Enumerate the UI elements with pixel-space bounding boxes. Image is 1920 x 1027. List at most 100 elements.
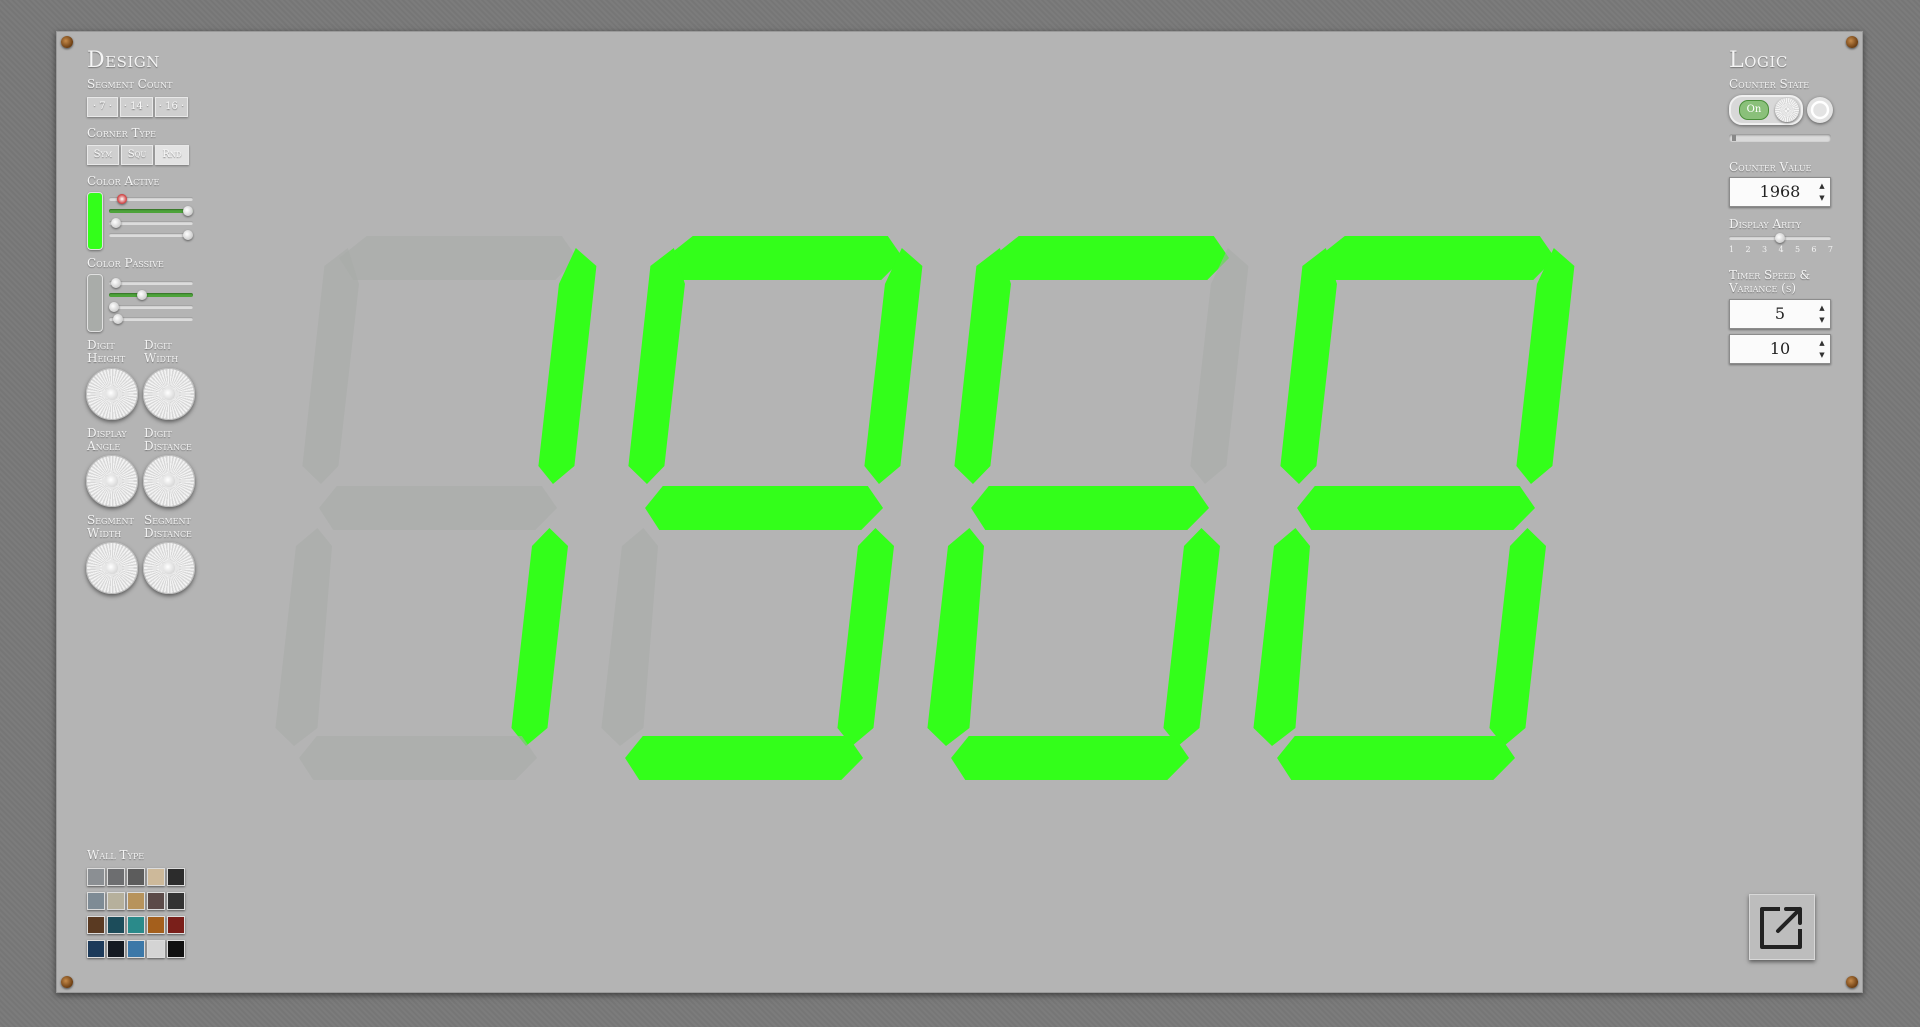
screw-bottom-right — [1846, 976, 1858, 988]
wall-swatch[interactable] — [107, 940, 125, 958]
digit-2-segment-f — [628, 248, 685, 484]
color-active-red-slider[interactable] — [109, 194, 193, 204]
reset-icon — [1810, 100, 1830, 120]
segment-width-label: Segment Width — [87, 513, 134, 540]
seven-segment-display — [275, 236, 1575, 780]
wall-swatch[interactable] — [87, 868, 105, 886]
wall-swatch[interactable] — [87, 940, 105, 958]
wall-type-grid — [87, 868, 191, 972]
digit-2-segment-d — [625, 736, 864, 780]
wall-swatch[interactable] — [167, 892, 185, 910]
wall-swatch[interactable] — [107, 916, 125, 934]
digit-1-segment-a — [339, 236, 578, 280]
wall-swatch[interactable] — [127, 940, 145, 958]
color-passive-red-slider[interactable] — [109, 278, 193, 288]
counter-state-toggle-text: On — [1739, 100, 1769, 120]
wall-swatch[interactable] — [167, 940, 185, 958]
digit-4-segment-c — [1489, 528, 1546, 746]
digit-distance-knob[interactable] — [143, 455, 195, 507]
color-passive-blue-slider[interactable] — [109, 302, 193, 312]
corner-type-sym-button[interactable]: Sym — [87, 145, 119, 165]
counter-state-toggle[interactable]: On — [1729, 95, 1803, 125]
digit-4-segment-a — [1317, 236, 1556, 280]
digit-width-label: Digit Width — [144, 338, 179, 365]
digit-height-label: Digit Height — [87, 338, 126, 365]
timer-speed-spinner[interactable]: ▲ ▼ — [1819, 304, 1825, 324]
display-arity-slider[interactable] — [1729, 233, 1831, 243]
digit-3-segment-b — [1190, 248, 1249, 484]
digit-width-knob[interactable] — [143, 368, 195, 420]
corner-type-label: Corner Type — [87, 126, 156, 140]
segment-distance-knob[interactable] — [143, 542, 195, 594]
wall-swatch[interactable] — [107, 892, 125, 910]
open-external-button[interactable] — [1749, 894, 1815, 960]
wall-swatch[interactable] — [167, 868, 185, 886]
screw-top-left — [61, 36, 73, 48]
wall-swatch[interactable] — [107, 868, 125, 886]
color-active-alpha-slider[interactable] — [109, 230, 193, 240]
display-arity-ticks: 1 2 3 4 5 6 7 — [1729, 245, 1833, 254]
color-active-blue-slider[interactable] — [109, 218, 193, 228]
digit-2-segment-a — [665, 236, 904, 280]
counter-value-label: Counter Value — [1729, 160, 1812, 174]
segment-count-7-button[interactable]: · 7 · — [87, 97, 118, 117]
digit-4-segment-b — [1516, 248, 1575, 484]
color-active-green-slider[interactable] — [109, 206, 193, 216]
screw-top-right — [1846, 36, 1858, 48]
timer-label: Timer Speed & Variance (s) — [1729, 268, 1811, 295]
digit-2-segment-g — [645, 486, 884, 530]
arity-tick: 7 — [1827, 245, 1833, 254]
digit-height-knob[interactable] — [86, 368, 138, 420]
arity-tick: 6 — [1811, 245, 1817, 254]
counter-value-spinner[interactable]: ▲ ▼ — [1819, 182, 1825, 202]
display-angle-label: Display Angle — [87, 426, 127, 453]
digit-3-segment-e — [927, 528, 984, 746]
wall-swatch[interactable] — [147, 892, 165, 910]
external-link-icon — [1760, 907, 1802, 949]
wall-swatch[interactable] — [147, 916, 165, 934]
digit-4-segment-d — [1277, 736, 1516, 780]
digit-2-segment-b — [864, 248, 923, 484]
wall-swatch[interactable] — [87, 916, 105, 934]
digit-3-segment-f — [954, 248, 1011, 484]
wall-swatch[interactable] — [127, 892, 145, 910]
wall-swatch[interactable] — [147, 868, 165, 886]
counter-state-label: Counter State — [1729, 77, 1810, 91]
display-angle-knob[interactable] — [86, 455, 138, 507]
digit-3-segment-c — [1163, 528, 1220, 746]
segment-count-14-button[interactable]: · 14 · — [120, 97, 153, 117]
timer-speed-input[interactable]: 5 ▲ ▼ — [1729, 299, 1831, 329]
wall-swatch[interactable] — [147, 940, 165, 958]
color-active-swatch — [87, 192, 103, 250]
wall-swatch[interactable] — [87, 892, 105, 910]
arity-tick: 2 — [1745, 245, 1751, 254]
digit-4-segment-f — [1280, 248, 1337, 484]
counter-value-text: 1968 — [1759, 182, 1801, 201]
digit-1-segment-b — [538, 248, 597, 484]
color-passive-alpha-slider[interactable] — [109, 314, 193, 324]
digit-distance-label: Digit Distance — [144, 426, 192, 453]
logic-heading: Logic — [1729, 48, 1788, 73]
wall-swatch[interactable] — [167, 916, 185, 934]
corner-type-squ-button[interactable]: Squ — [121, 145, 153, 165]
digit-3-segment-d — [951, 736, 1190, 780]
reset-button[interactable] — [1807, 97, 1833, 123]
color-passive-green-slider[interactable] — [109, 290, 193, 300]
timer-variance-input[interactable]: 10 ▲ ▼ — [1729, 334, 1831, 364]
timer-variance-text: 10 — [1769, 339, 1791, 358]
digit-2-segment-c — [837, 528, 894, 746]
display-arity-knob[interactable] — [1775, 233, 1785, 243]
arity-tick: 4 — [1778, 245, 1784, 254]
wall-swatch[interactable] — [127, 868, 145, 886]
counter-value-input[interactable]: 1968 ▲ ▼ — [1729, 177, 1831, 207]
segment-count-16-button[interactable]: · 16 · — [155, 97, 188, 117]
corner-type-rnd-button[interactable]: Rnd — [155, 145, 189, 165]
display-arity-label: Display Arity — [1729, 217, 1801, 231]
segment-width-knob[interactable] — [86, 542, 138, 594]
timer-variance-spinner[interactable]: ▲ ▼ — [1819, 339, 1825, 359]
arity-tick: 1 — [1729, 245, 1735, 254]
arity-tick: 3 — [1761, 245, 1768, 254]
color-passive-swatch — [87, 274, 103, 332]
counter-progress-slider[interactable] — [1729, 134, 1831, 142]
wall-swatch[interactable] — [127, 916, 145, 934]
